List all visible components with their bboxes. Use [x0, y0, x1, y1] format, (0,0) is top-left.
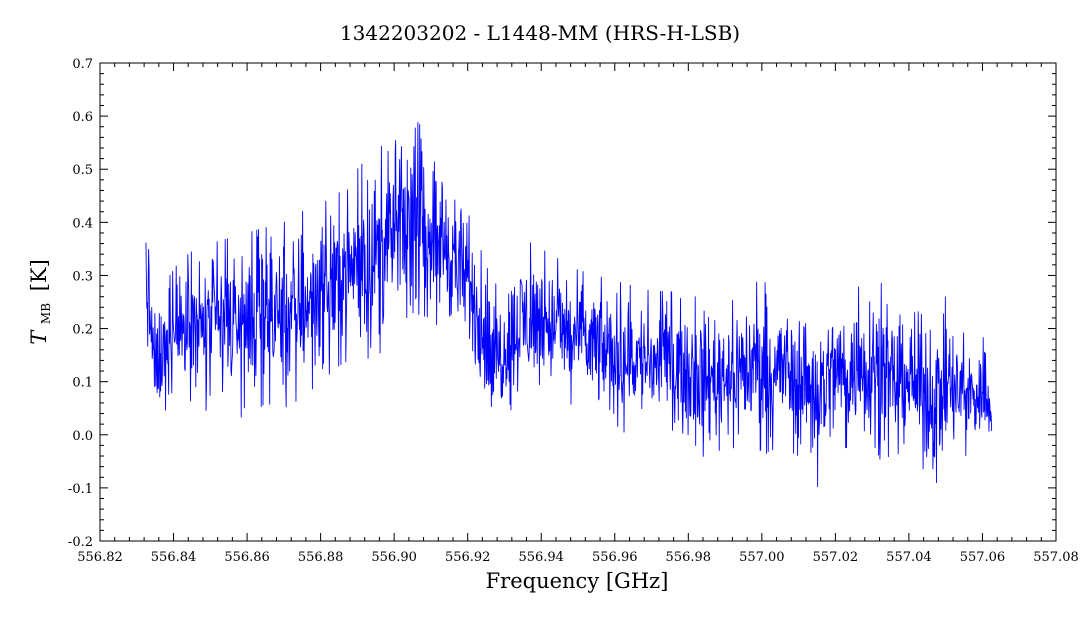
y-tick-label: 0.3: [72, 269, 93, 284]
x-tick-label: 557.00: [739, 550, 785, 565]
x-tick-label: 556.84: [151, 550, 197, 565]
x-tick-label: 556.90: [371, 550, 417, 565]
x-tick-label: 556.94: [518, 550, 564, 565]
y-axis-tick-labels: -0.2 -0.1 0.0 0.1 0.2 0.3 0.4 0.5 0.6 0.7: [68, 57, 93, 550]
y-tick-label: 0.0: [72, 429, 93, 444]
x-tick-label: 557.04: [886, 550, 932, 565]
x-tick-label: 556.98: [666, 550, 712, 565]
y-tick-label: -0.2: [68, 535, 93, 550]
y-axis-label-sub: MB: [39, 303, 53, 324]
x-tick-label: 557.08: [1033, 550, 1079, 565]
y-tick-label: 0.2: [72, 323, 93, 338]
x-axis-tick-labels: 556.82 556.84 556.86 556.88 556.90 556.92 556.…: [77, 550, 1079, 565]
x-tick-label: 556.82: [77, 550, 123, 565]
y-tick-label: 0.5: [72, 163, 93, 178]
y-tick-label: 0.1: [72, 376, 93, 391]
spectrum-line: [145, 121, 993, 488]
y-axis-label-unit: [K]: [27, 259, 51, 291]
plot-frame: [99, 62, 1057, 542]
y-axis-label-main: T: [27, 329, 51, 345]
y-tick-label: 0.7: [72, 57, 93, 72]
x-tick-label: 557.06: [960, 550, 1006, 565]
x-tick-label: 556.86: [224, 550, 270, 565]
chart-title: 1342203202 - L1448-MM (HRS-H-LSB): [340, 21, 740, 45]
y-tick-label: 0.6: [72, 110, 93, 125]
x-tick-label: 556.92: [445, 550, 491, 565]
x-tick-label: 556.96: [592, 550, 638, 565]
x-tick-label: 557.02: [813, 550, 859, 565]
y-tick-label: 0.4: [72, 216, 93, 231]
x-axis-label: Frequency [GHz]: [486, 569, 669, 593]
y-tick-label: -0.1: [68, 482, 93, 497]
x-tick-label: 556.88: [298, 550, 344, 565]
svg-text:T MB [K]: T MB [K]: [27, 259, 55, 345]
series-layer: [145, 121, 993, 488]
y-axis-label: T MB [K]: [27, 259, 55, 345]
